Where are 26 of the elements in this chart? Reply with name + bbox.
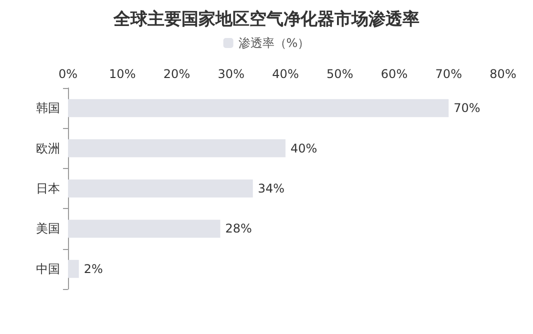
bar — [68, 220, 220, 238]
bar — [68, 99, 449, 118]
bar — [68, 180, 253, 198]
data-label: 34% — [258, 182, 285, 196]
x-tick-label: 30% — [218, 67, 244, 81]
x-tick-label: 0% — [58, 67, 78, 81]
x-tick-label: 50% — [326, 67, 354, 81]
y-tick-label: 中国 — [36, 262, 60, 276]
chart-title: 全球主要国家地区空气净化器市场渗透率 — [112, 10, 420, 30]
data-label: 2% — [84, 262, 103, 276]
x-tick-label: 60% — [380, 67, 408, 81]
x-tick-label: 20% — [163, 67, 190, 81]
legend-label: 渗透率（%） — [238, 36, 310, 50]
x-tick-label: 10% — [109, 67, 136, 81]
data-label: 40% — [290, 141, 318, 156]
y-tick-label: 欧洲 — [36, 141, 60, 156]
y-tick-label: 韩国 — [36, 101, 60, 116]
data-label: 28% — [225, 222, 252, 236]
bar — [68, 260, 79, 278]
y-tick-label: 美国 — [36, 222, 60, 236]
x-tick-label: 70% — [435, 67, 462, 81]
y-tick-label: 日本 — [36, 182, 60, 196]
x-tick-label: 40% — [272, 67, 299, 81]
bar — [68, 139, 286, 158]
x-tick-label: 80% — [490, 67, 516, 81]
data-label: 70% — [454, 101, 480, 116]
